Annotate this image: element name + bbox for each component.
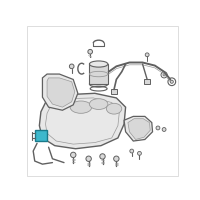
Circle shape — [71, 152, 76, 158]
Polygon shape — [42, 74, 78, 110]
Polygon shape — [39, 93, 126, 149]
Circle shape — [88, 49, 92, 54]
FancyBboxPatch shape — [144, 79, 150, 84]
Polygon shape — [89, 64, 108, 84]
Ellipse shape — [70, 101, 92, 113]
Circle shape — [69, 64, 74, 69]
Ellipse shape — [106, 103, 122, 114]
Circle shape — [114, 156, 119, 161]
Circle shape — [162, 128, 166, 131]
Ellipse shape — [89, 81, 108, 87]
Circle shape — [163, 74, 165, 76]
Ellipse shape — [89, 61, 108, 67]
Ellipse shape — [89, 99, 108, 109]
Circle shape — [86, 156, 91, 161]
Polygon shape — [128, 119, 150, 140]
Circle shape — [100, 154, 105, 159]
FancyBboxPatch shape — [35, 130, 47, 141]
Circle shape — [156, 126, 160, 130]
Circle shape — [130, 149, 134, 153]
FancyBboxPatch shape — [111, 89, 117, 94]
Polygon shape — [124, 116, 153, 141]
Circle shape — [170, 80, 173, 83]
Circle shape — [138, 151, 141, 155]
Polygon shape — [47, 78, 75, 107]
Circle shape — [145, 53, 149, 57]
